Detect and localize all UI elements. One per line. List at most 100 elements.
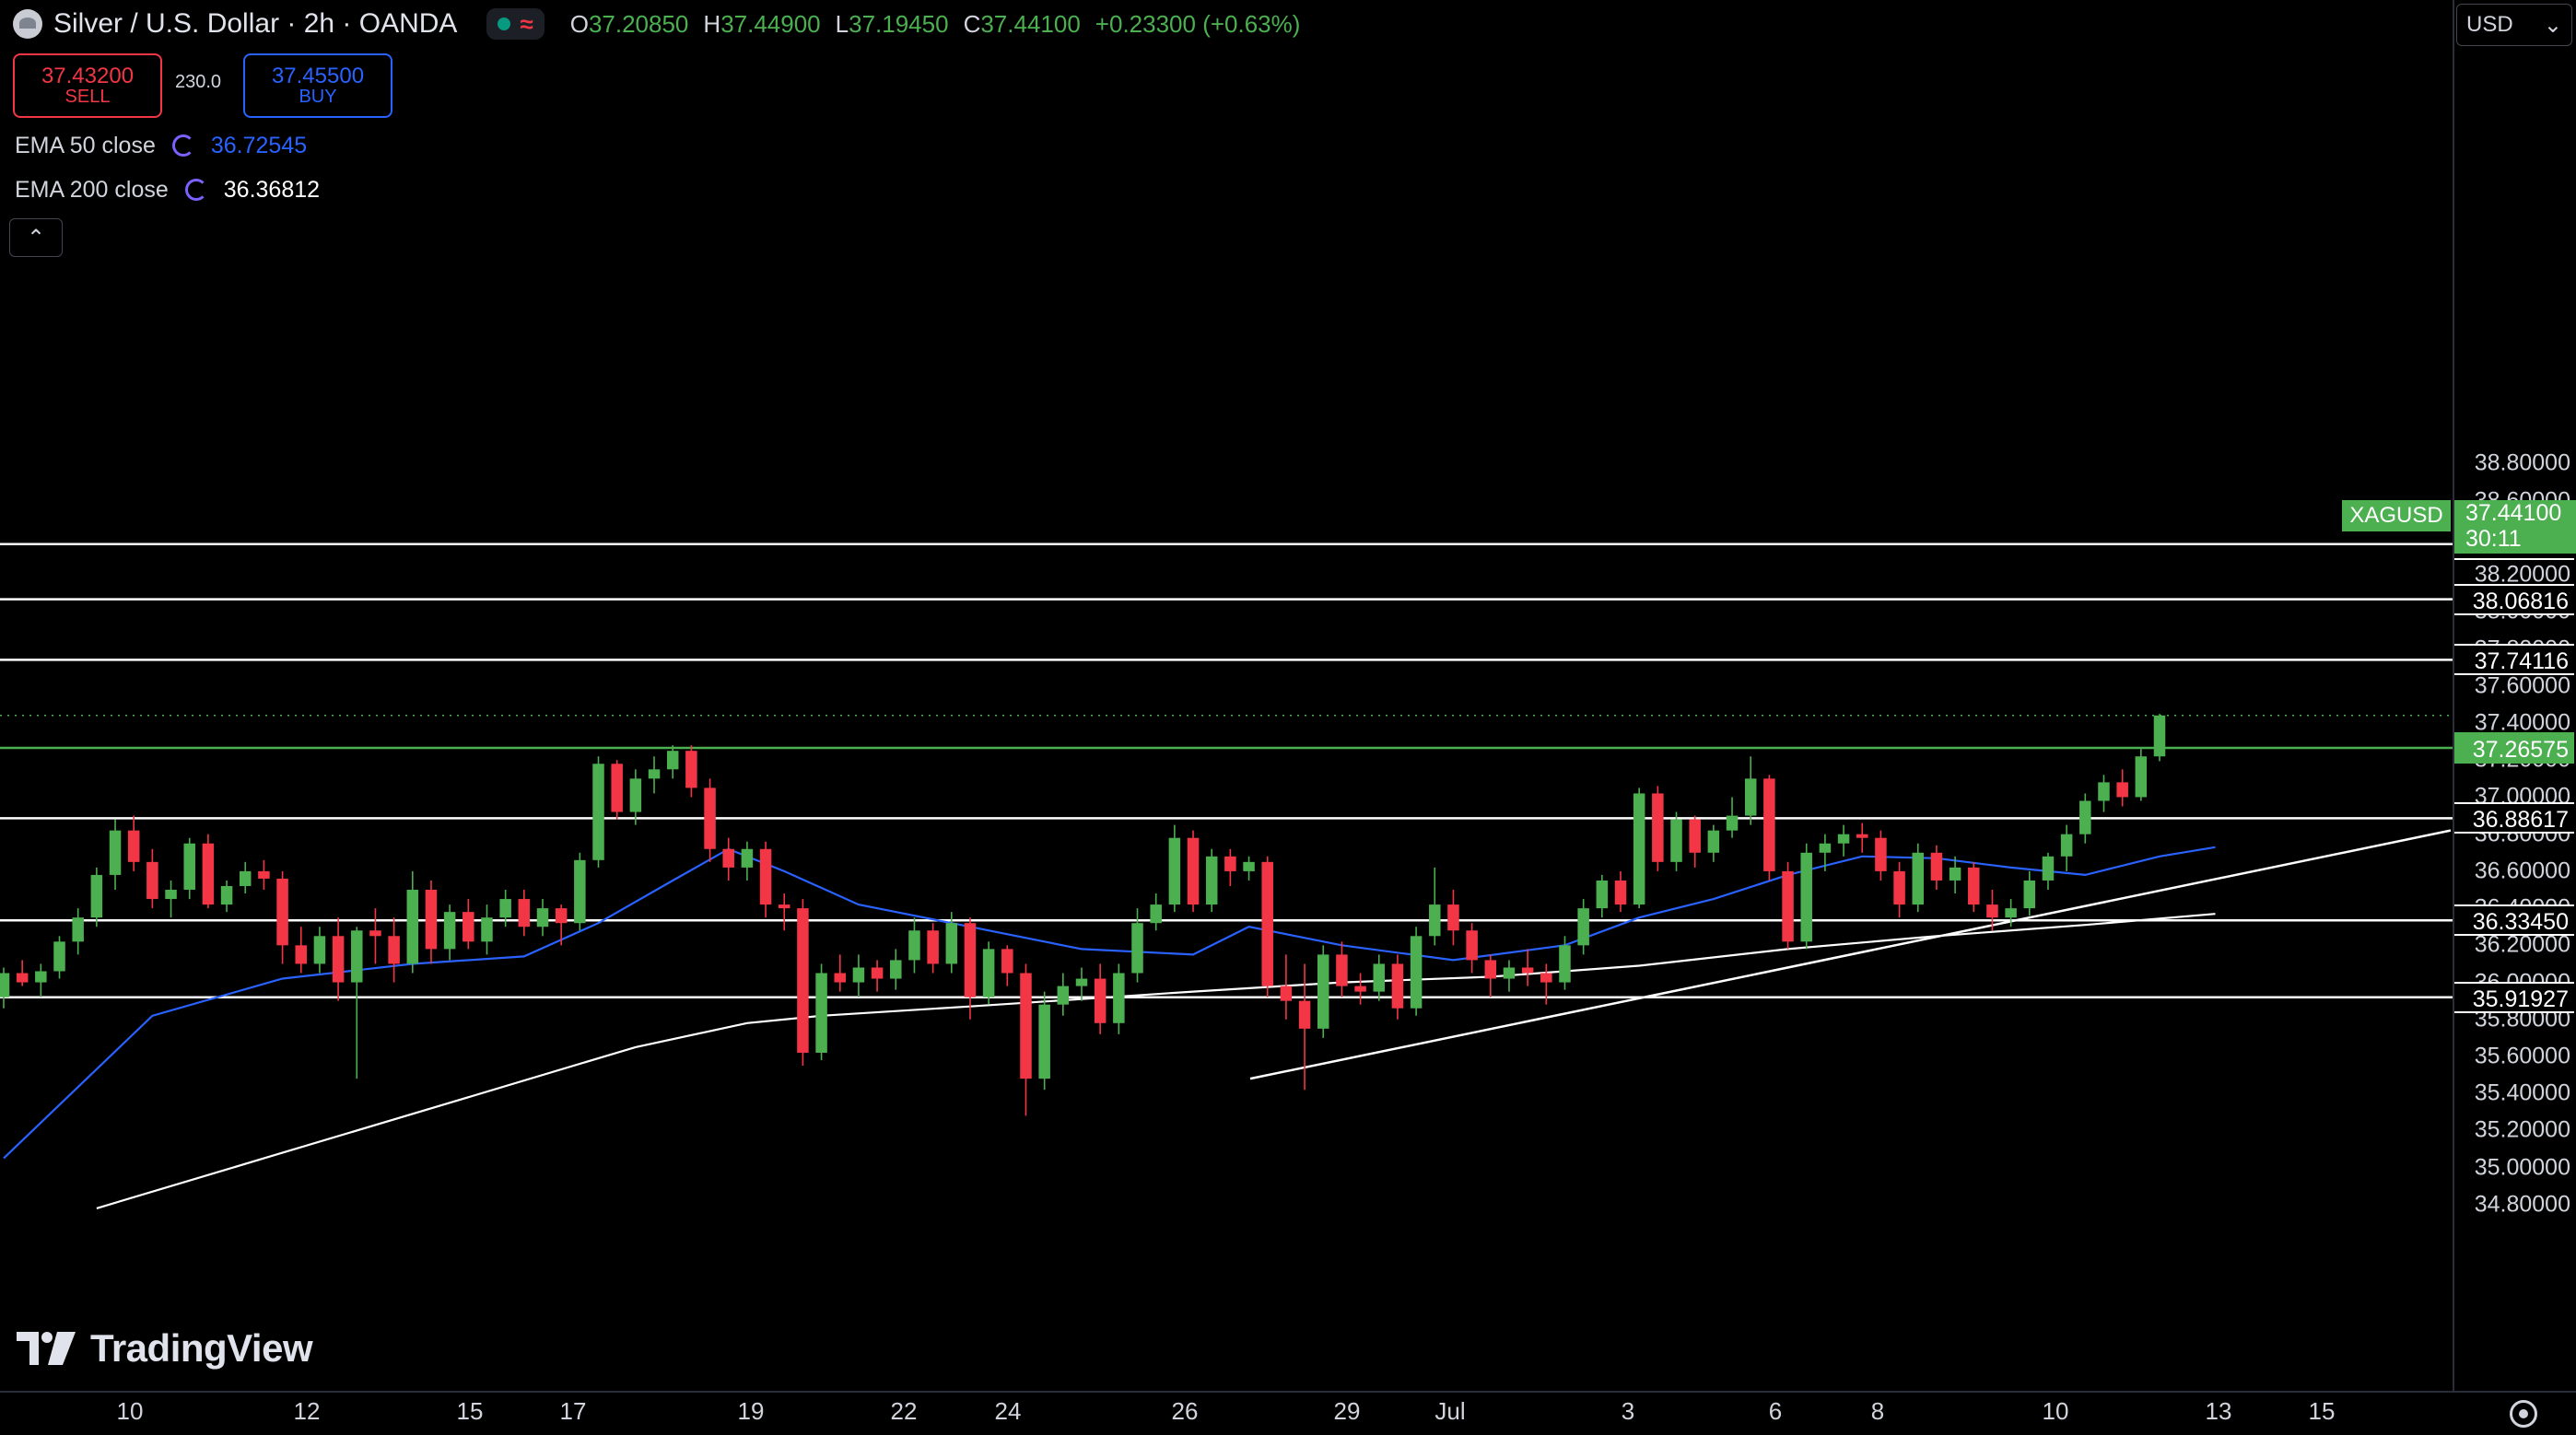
price-axis[interactable] [2453, 0, 2576, 1391]
x-tick-label: 13 [2205, 1397, 2232, 1425]
candle-body [2153, 715, 2166, 757]
symbol-icon [13, 9, 42, 39]
candle-body [1875, 837, 1887, 871]
candle-body [945, 923, 958, 964]
candle-body [499, 899, 511, 918]
candle-body [722, 848, 734, 868]
candle-body [406, 890, 419, 964]
x-tick-label: 17 [559, 1397, 587, 1425]
candle-body [2079, 800, 2091, 834]
candle-body [1354, 986, 1366, 992]
trendline [1249, 829, 2452, 1080]
candle-body [109, 830, 122, 875]
time-axis[interactable] [0, 1391, 2576, 1435]
ema50-path [3, 846, 2216, 1160]
candle-body [1298, 1000, 1311, 1029]
y-tick-label: 36.20000 [2474, 931, 2570, 958]
chevron-down-icon: ⌄ [2543, 12, 2562, 38]
candle-body [1819, 843, 1832, 853]
x-tick-label: 6 [1768, 1397, 1783, 1425]
candle-body [1429, 904, 1441, 937]
candle-body [220, 885, 233, 905]
x-tick-label: 10 [2042, 1397, 2069, 1425]
candle-body [611, 764, 623, 812]
y-tick-label: 36.60000 [2474, 858, 2570, 884]
candle-body [1187, 837, 1200, 905]
candle-body [1856, 834, 1868, 838]
price-change: +0.23300 (+0.63%) [1095, 9, 1301, 38]
candle-body [1968, 867, 1980, 905]
indicator-value: 36.36812 [223, 176, 321, 203]
candle-body [1670, 819, 1682, 862]
x-tick-label: 22 [890, 1397, 918, 1425]
buy-label: BUY [299, 87, 337, 108]
sell-button[interactable]: 37.43200 SELL [13, 53, 162, 118]
chevron-up-icon: ⌃ [26, 225, 46, 251]
candle-body [852, 967, 865, 983]
last-price-box: 37.44100 30:11 [2454, 500, 2576, 554]
candle-body [1391, 963, 1404, 1009]
candle-body [1113, 973, 1125, 1023]
candle-body [964, 923, 977, 998]
x-tick-label: 3 [1621, 1397, 1635, 1425]
y-tick-label: 35.20000 [2474, 1116, 2570, 1143]
candle-body [2023, 880, 2036, 909]
candle-body [1930, 852, 1943, 881]
indicator-label: EMA 50 close [15, 132, 156, 158]
indicator-ema200[interactable]: EMA 200 close 36.36812 [15, 174, 320, 205]
candle-body [834, 973, 847, 983]
candle-body [648, 769, 661, 779]
last-price-value: 37.44100 [2465, 500, 2562, 526]
candle-body [1057, 986, 1070, 1005]
candle-body [759, 848, 772, 905]
candle-body [927, 930, 939, 964]
y-tick-label: 37.60000 [2474, 672, 2570, 699]
x-tick-label: 8 [1870, 1397, 1885, 1425]
settings-icon[interactable] [2510, 1400, 2537, 1428]
candle-body [574, 859, 586, 924]
candle-body [369, 930, 381, 937]
indicator-label: EMA 200 close [15, 176, 169, 203]
x-tick-label: 15 [2308, 1397, 2336, 1425]
candle-body [1243, 861, 1255, 871]
candle-body [1205, 856, 1218, 905]
candle-body [592, 764, 604, 860]
x-tick-label: 12 [293, 1397, 321, 1425]
candle-body [1800, 852, 1812, 942]
candle-body [463, 912, 474, 942]
y-tick-label: 34.80000 [2474, 1191, 2570, 1218]
candle-body [797, 908, 809, 1053]
candle-body [2098, 782, 2110, 801]
indicator-ema50[interactable]: EMA 50 close 36.72545 [15, 130, 307, 161]
collapse-button[interactable]: ⌃ [9, 218, 63, 257]
brand-name: TradingView [90, 1326, 313, 1370]
trendline-segment [1249, 829, 2452, 1080]
candle-body [16, 973, 29, 983]
y-tick-label: 38.80000 [2474, 449, 2570, 476]
level-label: 37.26575 [2454, 732, 2574, 764]
currency-select[interactable]: USD ⌄ [2456, 4, 2572, 46]
level-label: 36.33450 [2454, 904, 2574, 937]
market-status[interactable]: ≈ [486, 8, 544, 40]
loading-icon [184, 179, 207, 201]
level-label: 36.88617 [2454, 802, 2574, 834]
candle-body [871, 967, 884, 979]
candle-body [1782, 870, 1794, 942]
buy-button[interactable]: 37.45500 BUY [243, 53, 392, 118]
candle-body [1020, 973, 1032, 1079]
ema200-path [96, 913, 2216, 1209]
candle-body [1559, 945, 1571, 983]
horizontal-levels [0, 542, 2453, 999]
candle-body [890, 960, 902, 979]
ema50-line [3, 846, 2216, 1160]
tradingview-logo[interactable]: TradingView [17, 1326, 313, 1371]
symbol-title[interactable]: Silver / U.S. Dollar · 2h · OANDA [53, 8, 458, 39]
candle-body [1689, 819, 1701, 853]
ema200-line [96, 913, 2216, 1209]
candle-body [332, 936, 345, 983]
candle-body [481, 917, 493, 942]
candle-body [2042, 856, 2055, 881]
level-label: 35.91927 [2454, 981, 2574, 1013]
candle-body [1763, 778, 1775, 871]
